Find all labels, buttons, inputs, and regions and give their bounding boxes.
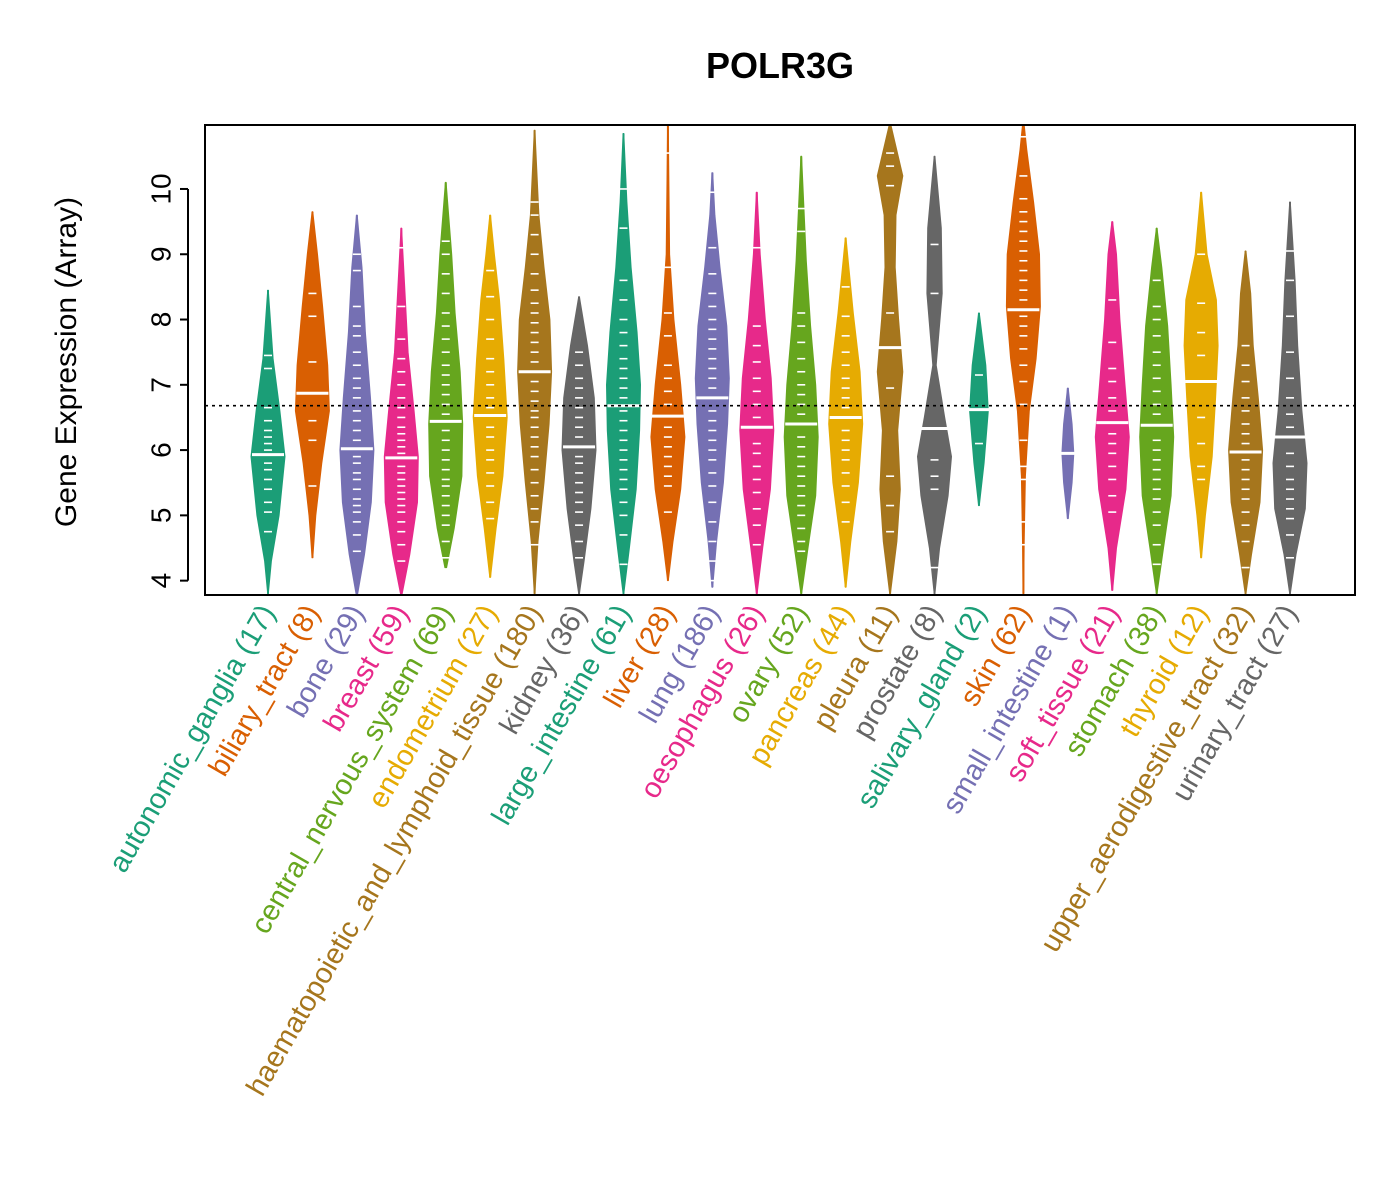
violin-stomach — [1139, 227, 1175, 595]
violin-body — [917, 155, 952, 595]
y-axis: 4 5 6 7 8 9 10 — [145, 173, 189, 589]
y-tick-label: 6 — [145, 442, 176, 458]
violin-soft_tissue — [1094, 221, 1130, 591]
violin-ovary — [783, 155, 819, 595]
violin-body — [1094, 221, 1130, 591]
violin-body — [1005, 124, 1041, 595]
violin-body — [383, 227, 419, 595]
violin-haematopoietic_and_lymphoid_tissue — [517, 129, 553, 595]
violin-group — [250, 124, 1308, 595]
violin-kidney — [561, 296, 597, 595]
violin-large_intestine — [606, 133, 641, 595]
violin-thyroid — [1183, 191, 1219, 559]
violin-body — [876, 124, 904, 595]
violin-pleura — [874, 124, 907, 595]
violin-endometrium — [472, 214, 508, 578]
violin-autonomic_ganglia — [250, 289, 286, 595]
violin-small_intestine — [1051, 387, 1084, 520]
plot-frame — [204, 124, 1356, 596]
violin-body — [1183, 191, 1219, 559]
violin-breast — [383, 227, 419, 595]
y-tick-label: 8 — [145, 312, 176, 328]
violin-body — [294, 211, 330, 559]
violin-body — [339, 214, 375, 595]
y-tick-label: 4 — [145, 573, 176, 589]
violin-central_nervous_system — [428, 181, 464, 569]
violin-body — [250, 289, 286, 595]
x-axis-labels: autonomic_ganglia (17)biliary_tract (8)b… — [103, 600, 1304, 1102]
violin-body — [1228, 250, 1264, 595]
violin-liver — [650, 124, 686, 582]
violin-body — [1139, 227, 1175, 595]
violin-oesophagus — [739, 191, 775, 595]
violin-body — [606, 133, 641, 595]
chart-title: POLR3G — [706, 45, 854, 86]
violin-lung — [694, 172, 730, 588]
y-tick-label: 5 — [145, 508, 176, 524]
violin-body — [783, 155, 819, 595]
y-tick-label: 7 — [145, 377, 176, 393]
violin-body — [472, 214, 508, 578]
violin-skin — [1005, 124, 1041, 595]
violin-body — [828, 237, 864, 588]
violin-body — [694, 172, 730, 588]
violin-body — [561, 296, 597, 595]
y-axis-label: Gene Expression (Array) — [50, 197, 83, 527]
violin-salivary_gland — [962, 312, 995, 507]
y-tick-label: 9 — [145, 246, 176, 262]
violin-urinary_tract — [1272, 201, 1308, 595]
violin-pancreas — [828, 237, 864, 588]
violin-upper_aerodigestive_tract — [1228, 250, 1264, 595]
violin-biliary_tract — [294, 211, 330, 559]
violin-prostate — [917, 155, 952, 595]
y-tick-label: 10 — [145, 173, 176, 204]
violin-body — [739, 191, 775, 595]
violin-bone — [339, 214, 375, 595]
